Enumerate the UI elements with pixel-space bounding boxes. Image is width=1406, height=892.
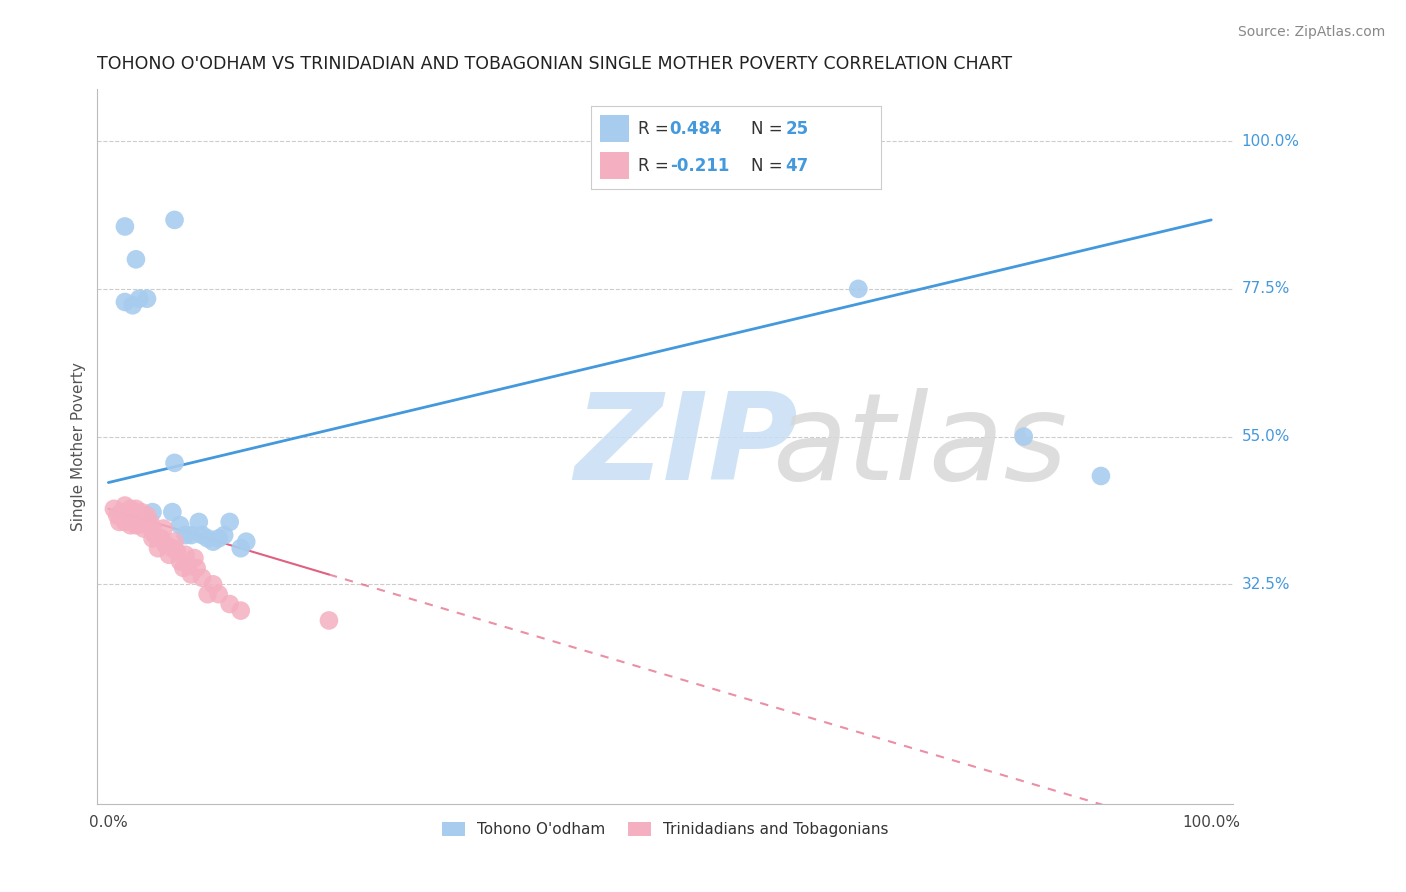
Point bbox=[125, 518, 148, 533]
Point bbox=[166, 544, 188, 558]
Point bbox=[235, 534, 257, 549]
Point bbox=[114, 295, 136, 310]
Point bbox=[208, 587, 231, 601]
Point bbox=[114, 515, 136, 529]
Point bbox=[136, 508, 159, 523]
Text: 100.0%: 100.0% bbox=[1241, 134, 1299, 149]
Text: Source: ZipAtlas.com: Source: ZipAtlas.com bbox=[1237, 25, 1385, 39]
Point bbox=[172, 561, 194, 575]
Point bbox=[114, 508, 136, 523]
Point bbox=[131, 505, 153, 519]
Point bbox=[117, 505, 139, 519]
Y-axis label: Single Mother Poverty: Single Mother Poverty bbox=[72, 362, 86, 531]
Point bbox=[105, 508, 128, 523]
Text: 77.5%: 77.5% bbox=[1241, 281, 1289, 296]
Point bbox=[218, 597, 240, 611]
Point bbox=[318, 614, 340, 628]
Point bbox=[120, 511, 142, 525]
Text: atlas: atlas bbox=[773, 388, 1069, 505]
Text: 55.0%: 55.0% bbox=[1241, 429, 1289, 444]
Text: TOHONO O'ODHAM VS TRINIDADIAN AND TOBAGONIAN SINGLE MOTHER POVERTY CORRELATION C: TOHONO O'ODHAM VS TRINIDADIAN AND TOBAGO… bbox=[97, 55, 1012, 73]
Point bbox=[114, 219, 136, 234]
Point bbox=[103, 501, 125, 516]
Point bbox=[128, 292, 150, 306]
Point bbox=[110, 505, 132, 519]
Point bbox=[157, 548, 180, 562]
Point bbox=[229, 604, 252, 618]
Point bbox=[108, 515, 131, 529]
Point bbox=[150, 532, 173, 546]
Point bbox=[136, 518, 159, 533]
Point bbox=[139, 515, 162, 529]
Point bbox=[186, 561, 208, 575]
Point bbox=[136, 292, 159, 306]
Point bbox=[1012, 429, 1035, 443]
Point bbox=[163, 213, 186, 227]
Point bbox=[191, 571, 214, 585]
Point bbox=[218, 515, 240, 529]
Point bbox=[177, 558, 200, 572]
Point bbox=[197, 587, 219, 601]
Point bbox=[121, 508, 143, 523]
Point bbox=[163, 534, 186, 549]
Point bbox=[141, 532, 163, 546]
Point bbox=[131, 515, 153, 529]
Point bbox=[162, 541, 184, 556]
Point bbox=[120, 518, 142, 533]
Point bbox=[121, 298, 143, 312]
Point bbox=[208, 532, 231, 546]
Point bbox=[152, 522, 174, 536]
Point bbox=[146, 541, 169, 556]
Point bbox=[143, 528, 166, 542]
Point bbox=[174, 528, 197, 542]
Point bbox=[169, 518, 191, 533]
Point bbox=[155, 538, 177, 552]
Point bbox=[229, 541, 252, 556]
Point bbox=[125, 511, 148, 525]
Point bbox=[169, 554, 191, 568]
Point bbox=[197, 532, 219, 546]
Point bbox=[162, 505, 184, 519]
Point bbox=[125, 252, 148, 267]
Point bbox=[191, 528, 214, 542]
Point bbox=[125, 501, 148, 516]
Point bbox=[187, 515, 209, 529]
Point bbox=[202, 577, 225, 591]
Text: 32.5%: 32.5% bbox=[1241, 577, 1291, 592]
Point bbox=[141, 522, 163, 536]
Point bbox=[132, 522, 155, 536]
Point bbox=[202, 534, 225, 549]
Point bbox=[180, 567, 202, 582]
Legend: Tohono O'odham, Trinidadians and Tobagonians: Tohono O'odham, Trinidadians and Tobagon… bbox=[436, 815, 894, 843]
Point bbox=[141, 505, 163, 519]
Point bbox=[1090, 469, 1112, 483]
Point bbox=[180, 528, 202, 542]
Point bbox=[846, 282, 869, 296]
Point bbox=[114, 499, 136, 513]
Text: ZIP: ZIP bbox=[575, 388, 799, 505]
Point bbox=[174, 548, 197, 562]
Point bbox=[120, 501, 142, 516]
Point bbox=[183, 551, 205, 566]
Point bbox=[128, 515, 150, 529]
Point bbox=[212, 528, 235, 542]
Point bbox=[163, 456, 186, 470]
